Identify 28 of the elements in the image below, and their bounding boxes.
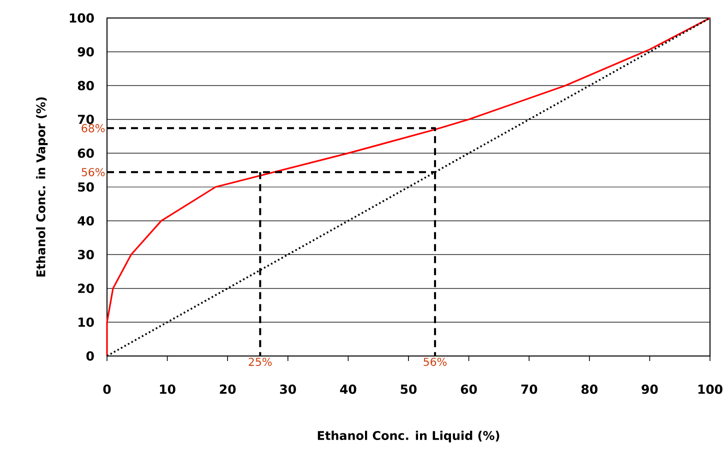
y-tick-label: 50 — [78, 182, 94, 192]
x-tick-label: 20 — [220, 384, 236, 394]
x-tick-label: 90 — [642, 384, 658, 394]
y-tick-label: 70 — [78, 114, 94, 124]
y-tick-label: 30 — [78, 250, 94, 260]
x-tick-label: 0 — [103, 384, 111, 394]
y-axis-title: Ethanol Conc. in Vapor (%) — [36, 97, 48, 277]
y-tick-label: 0 — [86, 351, 94, 361]
x-tick-label: 40 — [340, 384, 356, 394]
y-tick-label: 100 — [70, 13, 94, 23]
y-tick-label: 60 — [78, 148, 94, 158]
y-tick-label: 20 — [78, 284, 94, 294]
x-axis-title: Ethanol Conc. in Liquid (%) — [318, 430, 500, 442]
x-tick-label: 60 — [460, 384, 477, 394]
annotation: 56% — [82, 168, 105, 176]
annotation: 25% — [248, 358, 272, 366]
annotation: 56% — [424, 358, 447, 366]
x-tick-label: 10 — [160, 384, 176, 394]
annotation: 68% — [82, 124, 105, 132]
x-tick-label: 30 — [280, 384, 296, 394]
y-tick-label: 90 — [78, 47, 94, 56]
x-tick-label: 100 — [698, 384, 722, 394]
y-tick-label: 40 — [78, 216, 94, 226]
y-tick-label: 10 — [78, 317, 94, 327]
x-tick-label: 70 — [521, 384, 538, 394]
y-tick-label: 80 — [78, 80, 94, 90]
x-tick-label: 50 — [400, 384, 417, 394]
x-tick-label: 80 — [582, 384, 598, 394]
